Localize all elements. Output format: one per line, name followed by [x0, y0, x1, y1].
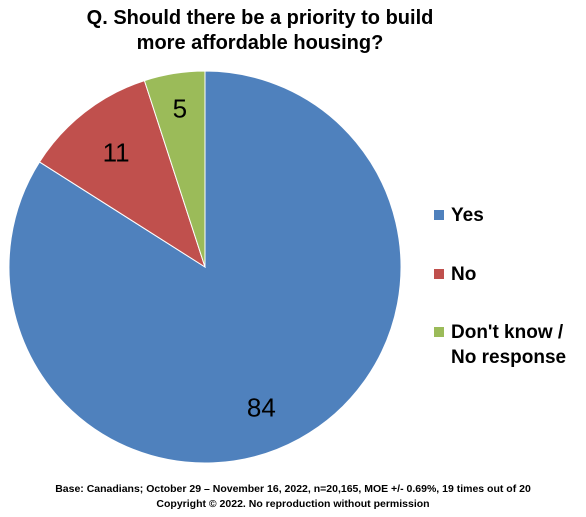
footer-base-note: Base: Canadians; October 29 – November 1… — [55, 483, 531, 495]
pie-slice-no — [38, 79, 206, 269]
chart-title-line-1: Q. Should there be a priority to build — [86, 7, 434, 29]
data-label-yes: 84 — [247, 392, 276, 422]
chart-title: Q. Should there be a priority to build m… — [60, 6, 460, 56]
legend-swatch-yes — [434, 210, 444, 220]
legend-label-dont-know: Don't know / No response — [451, 322, 567, 368]
legend-label-no: No — [451, 264, 477, 285]
legend-swatch-no — [434, 269, 444, 279]
legend-label-yes: Yes — [451, 205, 484, 226]
data-label-no: 11 — [103, 137, 130, 167]
pie-slice-dont-know — [143, 70, 206, 268]
data-label-dont-know: 5 — [173, 93, 187, 123]
chart-title-line-2: more affordable housing? — [136, 32, 384, 54]
footer-copyright: Copyright © 2022. No reproduction withou… — [156, 498, 430, 510]
chart-footer: Base: Canadians; October 29 – November 1… — [0, 482, 586, 512]
legend-swatch-dont-know — [434, 327, 444, 337]
